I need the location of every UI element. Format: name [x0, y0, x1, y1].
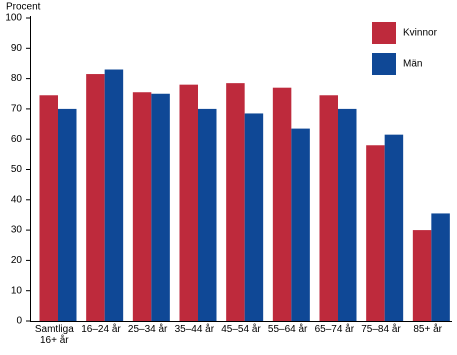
bar [39, 95, 58, 321]
x-tick-label: 35–44 år [174, 324, 215, 335]
y-tick-label: 40 [11, 194, 23, 205]
x-tick-label: Samtliga 16+ år [34, 324, 74, 346]
bar [86, 74, 105, 322]
bar [198, 108, 217, 322]
y-tick-label: 50 [11, 164, 23, 175]
x-tick-label: 85+ år [413, 324, 442, 335]
y-tick-label: 70 [11, 104, 23, 115]
bar [104, 69, 124, 321]
x-tick-label: 16–24 år [81, 324, 121, 335]
legend-swatch [372, 53, 396, 75]
bar [319, 95, 338, 321]
bar [179, 84, 198, 321]
bar [431, 213, 450, 321]
bar [272, 87, 292, 321]
bar [132, 92, 152, 321]
y-tick-label: 20 [11, 255, 23, 266]
bar [226, 83, 245, 322]
bar [291, 128, 310, 321]
y-tick-label: 80 [11, 73, 23, 84]
x-tick-label: 65–74 år [314, 324, 355, 335]
y-tick-label: 60 [11, 134, 23, 145]
bar [151, 93, 170, 321]
bar [244, 113, 264, 321]
x-tick-label: 45–54 år [221, 324, 261, 335]
y-tick-label: 30 [11, 225, 23, 236]
y-axis-label: Procent [6, 2, 41, 13]
bar [384, 134, 404, 321]
legend-label: Män [403, 59, 422, 70]
y-tick-label: 10 [11, 285, 23, 296]
legend-label: Kvinnor [403, 28, 438, 39]
y-tick-label: 0 [16, 316, 22, 327]
legend-swatch [372, 22, 396, 44]
y-tick-label: 100 [5, 13, 22, 24]
bar [366, 145, 385, 321]
y-tick-label: 90 [11, 43, 23, 54]
bar [58, 108, 77, 322]
bar [412, 230, 432, 321]
x-tick-label: 55–64 år [267, 324, 308, 335]
x-tick-label: 25–34 år [127, 324, 168, 335]
x-tick-label: 75–84 år [361, 324, 401, 335]
bar [338, 108, 357, 322]
